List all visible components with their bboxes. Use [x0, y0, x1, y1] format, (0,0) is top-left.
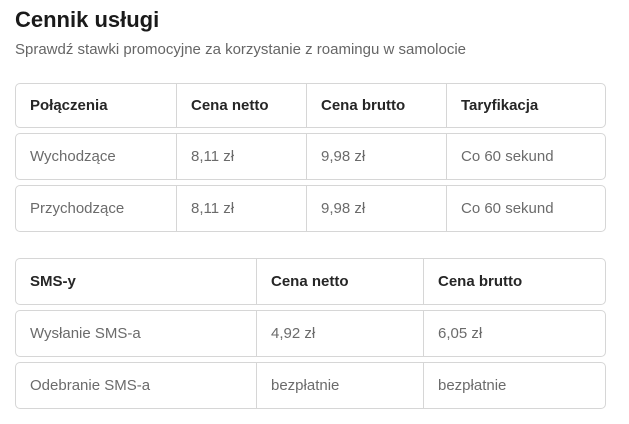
header-cell-taryfikacja: Taryfikacja	[446, 84, 605, 127]
calls-pricing-table: Połączenia Cena netto Cena brutto Taryfi…	[15, 83, 606, 232]
page-title: Cennik usługi	[15, 7, 160, 32]
cell-call-type: Przychodzące	[30, 200, 125, 217]
cell-billing-interval: Co 60 sekund	[446, 134, 605, 179]
sms-pricing-table: SMS-y Cena netto Cena brutto Wysłanie SM…	[15, 258, 606, 409]
table-row-przychodzace: Przychodzące 8,11 zł 9,98 zł Co 60 sekun…	[15, 185, 606, 232]
cell-net-price: bezpłatnie	[256, 363, 423, 408]
header-cell-cena-brutto: Cena brutto	[306, 84, 446, 127]
sms-table-header-row: SMS-y Cena netto Cena brutto	[15, 258, 606, 305]
cell-billing-interval: Co 60 sekund	[446, 186, 605, 231]
table-row-odebranie-sms: Odebranie SMS-a bezpłatnie bezpłatnie	[15, 362, 606, 409]
header-cell-cena-netto: Cena netto	[256, 259, 423, 304]
cell-sms-action: Odebranie SMS-a	[30, 377, 151, 394]
cell-net-price: 8,11 zł	[176, 134, 306, 179]
header-cell-sms: SMS-y	[30, 273, 76, 290]
page-subtitle: Sprawdź stawki promocyjne za korzystanie…	[15, 41, 467, 58]
cell-call-type: Wychodzące	[30, 148, 116, 165]
cell-gross-price: 9,98 zł	[306, 186, 446, 231]
header-cell-cena-brutto: Cena brutto	[423, 259, 605, 304]
cell-sms-action: Wysłanie SMS-a	[30, 325, 141, 342]
table-row-wyslanie-sms: Wysłanie SMS-a 4,92 zł 6,05 zł	[15, 310, 606, 357]
header-cell-polaczenia: Połączenia	[30, 97, 108, 114]
cell-gross-price: 6,05 zł	[423, 311, 605, 356]
cell-gross-price: 9,98 zł	[306, 134, 446, 179]
table-row-wychodzace: Wychodzące 8,11 zł 9,98 zł Co 60 sekund	[15, 133, 606, 180]
pricing-page: Cennik usługi Sprawdź stawki promocyjne …	[15, 7, 606, 409]
cell-gross-price: bezpłatnie	[423, 363, 605, 408]
cell-net-price: 4,92 zł	[256, 311, 423, 356]
calls-table-header-row: Połączenia Cena netto Cena brutto Taryfi…	[15, 83, 606, 128]
cell-net-price: 8,11 zł	[176, 186, 306, 231]
header-cell-cena-netto: Cena netto	[176, 84, 306, 127]
